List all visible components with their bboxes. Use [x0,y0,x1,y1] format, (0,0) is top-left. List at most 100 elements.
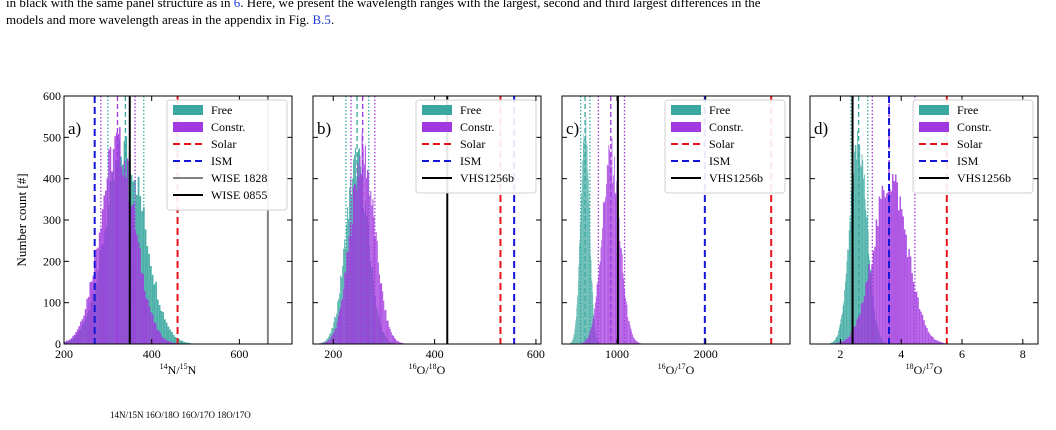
constr-bar [376,240,378,344]
free-bar [185,342,187,344]
legend-label: Free [957,103,978,117]
x-label-text: N/ [168,363,181,377]
constr-bar [621,254,623,344]
free-bar [838,330,839,344]
constr-bar [923,320,925,344]
constr-bar [636,341,638,344]
constr-bar [586,338,588,344]
free-bar [160,310,163,344]
constr-bar [108,149,110,344]
constr-bar [80,321,82,344]
constr-bar [628,321,630,344]
constr-bar [874,246,876,344]
legend-swatch-free [173,105,203,115]
constr-bar [900,209,903,344]
x-label-superscript: 15 [180,362,188,371]
constr-bar [843,341,845,344]
constr-bar [598,265,600,344]
legend-label: Free [460,103,481,117]
constr-bar [880,198,882,344]
constr-bar [101,209,104,344]
constr-bar [360,173,362,344]
constr-bar [938,341,940,344]
constr-bar [926,328,928,344]
constr-bar [618,217,620,344]
constr-bar [148,306,151,344]
free-bar [863,178,864,344]
caption-ref-figure-b5[interactable]: B.5 [312,12,331,27]
free-bar [163,319,166,344]
constr-bar [83,315,85,344]
constr-bar [105,190,107,344]
constr-bar [126,158,129,344]
free-bar [851,190,852,344]
legend-label: VHS1256b [460,171,514,185]
constr-histogram [64,127,180,344]
free-bar [854,145,856,344]
free-bar [848,250,849,344]
constr-bar [366,169,369,344]
free-bar [156,299,159,344]
constr-bar [109,146,112,344]
constr-bar [616,181,618,344]
constr-bar [596,284,598,344]
constr-bar [119,127,121,344]
free-bar [162,311,164,344]
panel-b: 200 400 60016O/18Ob)FreeConstr.SolarISMVHS… [312,95,545,377]
free-bar [854,151,855,344]
free-bar [830,342,832,344]
constr-bar [902,216,904,344]
constr-bar [359,155,361,344]
constr-bar [626,304,628,344]
constr-bar [903,229,906,344]
caption-line1: in black with the same panel structure a… [6,0,234,10]
free-bar [860,166,862,344]
free-bar [847,249,849,344]
constr-bar [837,342,839,344]
y-tick-label: 300 [43,213,61,227]
legend-swatch-free [422,105,452,115]
constr-bar [398,341,400,344]
constr-bar [115,132,118,344]
constr-bar [391,334,393,344]
constr-bar [369,195,371,344]
free-bar [841,315,842,344]
constr-bar [899,196,901,344]
constr-bar [390,332,392,344]
constr-bar [600,247,602,344]
constr-bar [912,282,915,344]
constr-bar [73,334,76,344]
free-bar [833,341,835,344]
free-bar [857,131,858,344]
constr-bar [841,341,844,344]
constr-bar [886,193,888,344]
free-bar [174,337,177,344]
constr-histogram [832,174,949,344]
constr-bar [871,264,873,344]
constr-bar [881,185,884,344]
constr-bar [917,297,919,344]
constr-bar [348,236,350,344]
constr-bar [890,191,893,344]
constr-bar [927,331,930,344]
legend-label: WISE 1828 [211,171,267,185]
constr-bar [136,235,138,344]
free-bar [848,230,850,344]
free-bar [144,229,147,344]
x-label-superscript: 18 [429,362,437,371]
free-bar [169,329,171,344]
constr-bar [637,342,639,344]
constr-bar [595,302,596,344]
constr-bar [850,332,852,344]
caption-ref-figure-6[interactable]: 6 [233,0,241,10]
free-bar [172,334,175,344]
free-bar [183,341,186,344]
constr-bar [339,307,342,344]
constr-bar [933,339,936,344]
constr-bar [860,303,863,344]
x-tick-label: 400 [426,347,444,361]
constr-bar [590,329,592,344]
x-tick-label: 600 [527,347,545,361]
